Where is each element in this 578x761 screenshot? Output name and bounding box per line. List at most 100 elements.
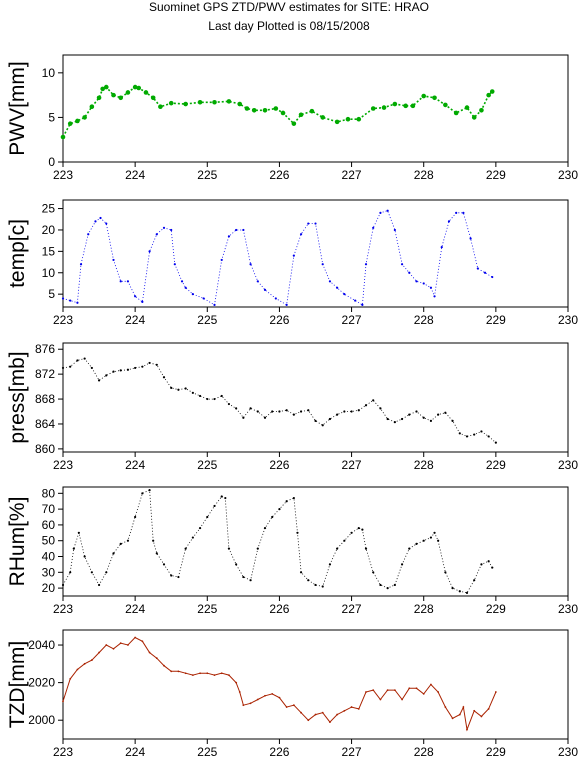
plot-frame bbox=[62, 629, 569, 740]
data-point bbox=[75, 118, 80, 124]
data-point bbox=[336, 547, 339, 550]
x-tick-label: 230 bbox=[558, 458, 578, 472]
series-line bbox=[62, 636, 497, 732]
data-point bbox=[379, 211, 382, 214]
data-point bbox=[61, 366, 65, 370]
data-point bbox=[433, 531, 436, 534]
data-point bbox=[278, 410, 281, 413]
data-point bbox=[119, 542, 122, 545]
y-tick-label: 10 bbox=[42, 66, 56, 80]
data-point bbox=[249, 407, 252, 410]
data-point bbox=[134, 515, 137, 519]
chart-subtitle: Last day Plotted is 08/15/2008 bbox=[208, 19, 370, 33]
data-point bbox=[429, 419, 433, 422]
data-point bbox=[125, 90, 131, 95]
data-point bbox=[263, 288, 267, 291]
data-point bbox=[465, 435, 469, 438]
data-point bbox=[451, 587, 454, 590]
data-point bbox=[213, 504, 216, 508]
data-point bbox=[372, 226, 375, 229]
data-point bbox=[191, 391, 194, 394]
data-point bbox=[105, 374, 108, 377]
data-point bbox=[299, 233, 303, 236]
data-point bbox=[263, 416, 267, 419]
x-tick-label: 227 bbox=[342, 313, 362, 327]
data-point bbox=[386, 689, 389, 692]
data-point bbox=[96, 95, 102, 101]
data-point bbox=[444, 706, 447, 708]
data-point bbox=[271, 410, 274, 413]
data-point bbox=[476, 267, 479, 270]
data-point bbox=[364, 404, 368, 407]
data-point bbox=[148, 489, 151, 492]
data-point bbox=[285, 303, 288, 306]
data-point bbox=[408, 271, 411, 274]
data-point bbox=[437, 413, 440, 416]
data-point bbox=[379, 407, 382, 410]
data-point bbox=[415, 280, 418, 283]
y-tick-label: 20 bbox=[42, 581, 56, 595]
data-point bbox=[191, 293, 194, 296]
data-point bbox=[494, 441, 497, 444]
data-point bbox=[372, 399, 375, 402]
data-point bbox=[328, 417, 332, 421]
y-axis-label: RHum[%] bbox=[6, 497, 29, 587]
data-point bbox=[285, 706, 288, 708]
data-point bbox=[220, 258, 223, 262]
x-tick-label: 230 bbox=[558, 168, 578, 182]
data-point bbox=[184, 387, 187, 390]
data-point bbox=[119, 369, 122, 372]
x-tick-label: 224 bbox=[125, 168, 145, 182]
data-point bbox=[336, 413, 339, 416]
x-tick-label: 224 bbox=[125, 313, 145, 327]
data-point bbox=[298, 112, 304, 118]
data-point bbox=[458, 713, 461, 716]
x-tick-label: 230 bbox=[558, 602, 578, 616]
data-point bbox=[343, 293, 346, 296]
data-point bbox=[307, 719, 310, 722]
data-point bbox=[350, 531, 353, 534]
data-point bbox=[462, 706, 465, 708]
x-tick-label: 224 bbox=[125, 602, 145, 616]
data-point bbox=[466, 728, 468, 731]
data-point bbox=[249, 579, 252, 582]
y-tick-label: 872 bbox=[35, 367, 55, 381]
data-point bbox=[361, 303, 364, 306]
data-point bbox=[238, 691, 241, 693]
data-point bbox=[292, 704, 295, 707]
data-point bbox=[432, 95, 437, 101]
data-point bbox=[67, 121, 73, 126]
data-point bbox=[421, 93, 427, 99]
data-point bbox=[202, 297, 205, 300]
data-point bbox=[198, 526, 202, 530]
x-tick-label: 223 bbox=[53, 313, 73, 327]
data-point bbox=[227, 402, 231, 406]
data-point bbox=[336, 286, 339, 289]
data-point bbox=[343, 410, 346, 413]
data-point bbox=[403, 103, 408, 109]
data-point bbox=[361, 528, 364, 531]
data-point bbox=[79, 263, 83, 266]
data-point bbox=[262, 107, 268, 113]
y-tick-label: 2040 bbox=[28, 638, 55, 652]
data-point bbox=[296, 531, 299, 534]
data-point bbox=[242, 416, 245, 419]
data-point bbox=[256, 280, 259, 283]
data-point bbox=[263, 526, 267, 530]
y-tick-label: 0 bbox=[48, 155, 55, 169]
data-point bbox=[393, 421, 396, 424]
data-point bbox=[343, 539, 346, 542]
data-point bbox=[386, 209, 389, 212]
data-point bbox=[158, 104, 163, 110]
data-point bbox=[483, 271, 487, 274]
data-point bbox=[343, 709, 346, 712]
data-point bbox=[273, 106, 279, 111]
data-point bbox=[379, 698, 382, 701]
data-point bbox=[393, 689, 396, 692]
data-point bbox=[314, 222, 317, 225]
x-tick-label: 227 bbox=[342, 602, 362, 616]
data-point bbox=[386, 587, 389, 590]
data-point bbox=[300, 711, 302, 714]
data-point bbox=[462, 211, 465, 214]
data-point bbox=[227, 235, 231, 238]
